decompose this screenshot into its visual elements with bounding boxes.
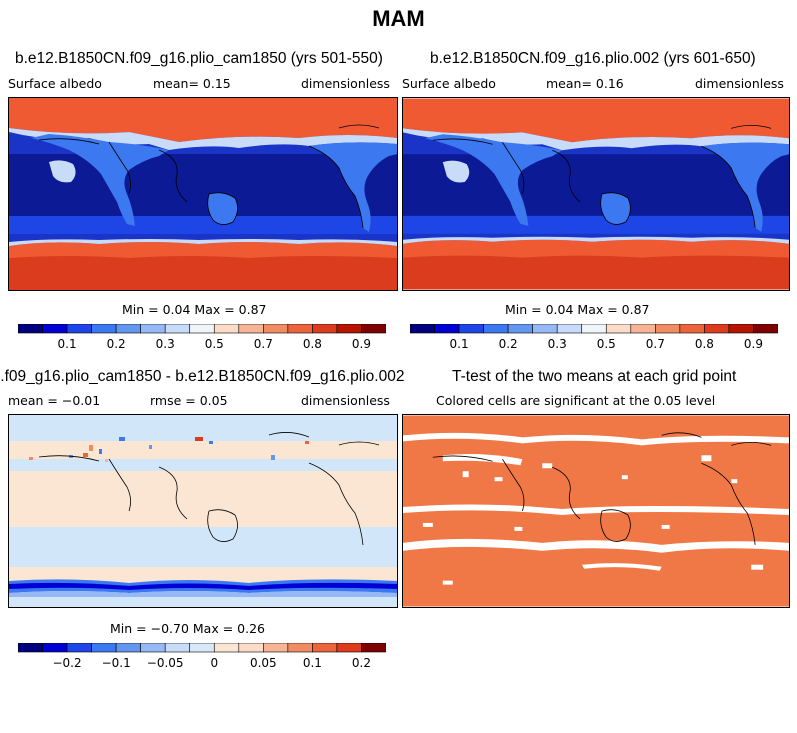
colorbar-swatch [728,323,754,334]
colorbar-swatch [361,323,387,334]
colorbar-tick-label: 0.05 [250,656,277,670]
panel3-colorbar: −0.2 −0.1 −0.05 0 0.05 0.1 0.2 [17,642,387,679]
colorbar-swatch [287,642,313,653]
panel2-stats: Min = 0.04 Max = 0.87 [505,302,650,317]
colorbar-tick-label: 0.9 [352,337,371,351]
colorbar-tick-label: 0.8 [303,337,322,351]
colorbar-svg: 0.1 0.2 0.3 0.5 0.7 0.8 0.9 [17,323,387,351]
colorbar-swatch [42,642,68,653]
colorbar-tick-label: 0.1 [450,337,469,351]
colorbar-swatch [213,323,240,334]
colorbar-tick-label: −0.1 [102,656,131,670]
colorbar-swatch [66,323,92,334]
colorbar-swatch [66,642,92,653]
colorbar-swatch [140,323,166,334]
colorbar-tick-label: 0.2 [352,656,371,670]
colorbar-swatch [581,323,607,334]
panel1-units-label: dimensionless [301,76,390,91]
colorbar-swatch [263,642,289,653]
colorbar-swatch [17,323,43,334]
colorbar-tick-label: 0.1 [58,337,77,351]
colorbar-swatch [630,323,656,334]
colorbar-tick-label: 0.3 [156,337,175,351]
colorbar-swatch [655,323,681,334]
colorbar-swatch [753,323,779,334]
panel3-map [8,414,398,608]
colorbar-tick-label: 0.2 [499,337,518,351]
colorbar-swatch [458,323,484,334]
panel3-rmse-label: rmse = 0.05 [150,393,228,408]
panel4-subtitle: Colored cells are significant at the 0.0… [436,393,716,408]
colorbar-swatch [312,642,338,653]
colorbar-svg: −0.2 −0.1 −0.05 0 0.05 0.1 0.2 [17,642,387,670]
colorbar-swatch [679,323,705,334]
colorbar-swatch [164,323,191,334]
colorbar-swatch [434,323,460,334]
panel1-field-label: Surface albedo [8,76,102,91]
panel4-map-svg [403,415,789,607]
colorbar-tick-label: 0.7 [646,337,665,351]
panel1-mean-label: mean= 0.15 [153,76,231,91]
colorbar-tick-label: 0.8 [695,337,714,351]
colorbar-swatch [532,323,558,334]
colorbar-swatch [605,323,632,334]
figure-title: MAM [372,6,425,31]
colorbar-swatch [238,323,264,334]
colorbar-swatch [189,642,215,653]
colorbar-swatch [91,323,117,334]
colorbar-swatch [17,642,43,653]
colorbar-swatch [140,642,166,653]
colorbar-swatch [91,642,117,653]
colorbar-tick-label: 0.3 [548,337,567,351]
colorbar-swatch [336,642,362,653]
colorbar-swatch [115,642,141,653]
colorbar-tick-label: −0.2 [52,656,81,670]
panel1-map [8,97,398,291]
colorbar-swatch [42,323,68,334]
colorbar-tick-label: 0.5 [597,337,616,351]
colorbar-swatch [115,323,141,334]
panel2-colorbar: 0.1 0.2 0.3 0.5 0.7 0.8 0.9 [409,323,779,360]
panel3-stats: Min = −0.70 Max = 0.26 [110,621,265,636]
panel2-map-svg [403,98,789,290]
colorbar-tick-label: 0.2 [107,337,126,351]
panel2-field-label: Surface albedo [402,76,496,91]
colorbar-swatch [312,323,338,334]
colorbar-swatch [556,323,583,334]
panel4-map [402,414,790,608]
colorbar-swatch [238,642,264,653]
panel2-mean-label: mean= 0.16 [546,76,624,91]
colorbar-swatch [483,323,509,334]
colorbar-tick-label: 0.5 [205,337,224,351]
colorbar-swatch [361,642,387,653]
panel1-title: b.e12.B1850CN.f09_g16.plio_cam1850 (yrs … [15,50,383,67]
panel3-title: b.e12.B1850CN.f09_g16.plio_cam1850 - b.e… [0,368,405,385]
colorbar-svg: 0.1 0.2 0.3 0.5 0.7 0.8 0.9 [409,323,779,351]
panel4-title: T-test of the two means at each grid poi… [452,368,737,385]
panel1-map-svg [9,98,397,290]
panel3-units-label: dimensionless [301,393,390,408]
panel1-colorbar: 0.1 0.2 0.3 0.5 0.7 0.8 0.9 [17,323,387,360]
colorbar-swatch [263,323,289,334]
colorbar-tick-label: 0.9 [744,337,763,351]
colorbar-swatch [164,642,191,653]
panel2-title: b.e12.B1850CN.f09_g16.plio.002 (yrs 601-… [430,50,756,67]
colorbar-tick-label: −0.05 [147,656,184,670]
colorbar-tick-label: 0.7 [254,337,273,351]
panel2-units-label: dimensionless [695,76,784,91]
panel3-title-clip: b.e12.B1850CN.f09_g16.plio_cam1850 - b.e… [0,366,456,388]
panel3-map-svg [9,415,397,607]
colorbar-tick-label: 0 [210,656,218,670]
colorbar-swatch [409,323,435,334]
panel1-stats: Min = 0.04 Max = 0.87 [122,302,267,317]
panel2-map [402,97,790,291]
colorbar-swatch [336,323,362,334]
colorbar-swatch [213,642,240,653]
colorbar-swatch [287,323,313,334]
colorbar-tick-label: 0.1 [303,656,322,670]
panel3-mean-label: mean = −0.01 [8,393,101,408]
colorbar-swatch [507,323,533,334]
colorbar-swatch [189,323,215,334]
colorbar-swatch [704,323,730,334]
